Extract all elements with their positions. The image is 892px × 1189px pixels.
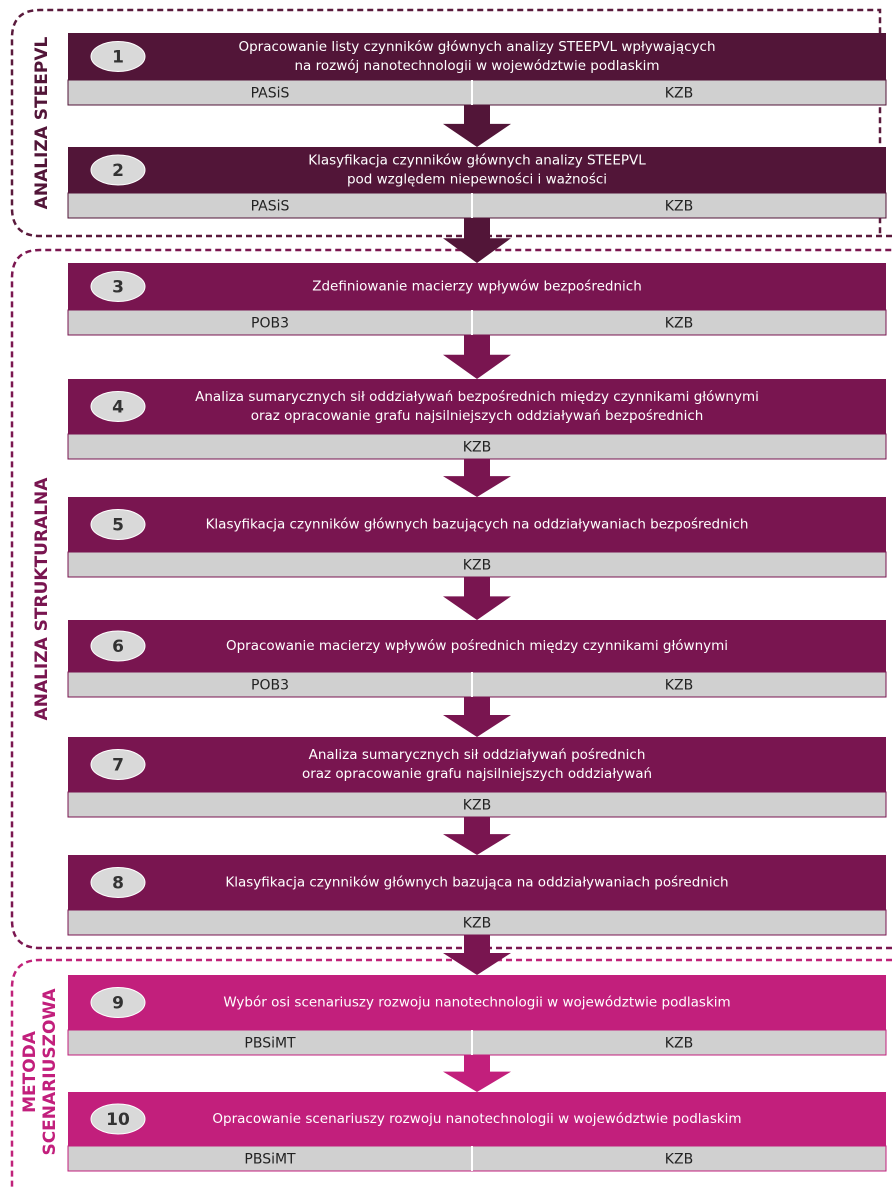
step: 7 Analiza sumarycznych sił oddziaływań po… <box>67 737 887 818</box>
step-text: Wybór osi scenariuszy rozwoju nanotechno… <box>223 995 730 1011</box>
step-number: 6 <box>112 637 124 657</box>
section-frame <box>10 8 892 238</box>
section-label: METODA <box>20 1030 40 1113</box>
step-number: 8 <box>112 874 124 894</box>
party: PBSiMT <box>244 1152 296 1168</box>
party: KZB <box>665 199 693 215</box>
step-badge <box>90 271 146 302</box>
party-row <box>67 192 887 219</box>
party: KZB <box>463 558 491 574</box>
party-row <box>67 551 887 578</box>
step-badge <box>90 41 146 72</box>
step-header <box>68 620 886 672</box>
step-badge <box>90 391 146 422</box>
step-number: 3 <box>112 278 124 298</box>
step-text: pod względem niepewności i ważności <box>347 172 607 188</box>
step-header <box>68 855 886 910</box>
party: KZB <box>665 1036 693 1052</box>
party: POB3 <box>251 678 289 694</box>
step-text: Klasyfikacja czynników głównych bazująca… <box>225 875 728 891</box>
party: KZB <box>665 316 693 332</box>
step-number: 2 <box>112 161 124 181</box>
step-header <box>68 737 886 792</box>
party-row <box>67 791 887 818</box>
step: 3 Zdefiniowanie macierzy wpływów bezpośre… <box>67 263 887 336</box>
party-row <box>67 1029 887 1056</box>
step-header <box>68 379 886 434</box>
party: PBSiMT <box>244 1036 296 1052</box>
arrow <box>443 817 511 855</box>
step: 4 Analiza sumarycznych sił oddziaływań be… <box>67 379 887 460</box>
party: KZB <box>665 678 693 694</box>
step: 10 Opracowanie scenariuszy rozwoju nanote… <box>67 1092 887 1172</box>
step: 2 Klasyfikacja czynników głównych analizy… <box>67 147 887 219</box>
step-header <box>68 33 886 80</box>
party: PASiS <box>251 86 290 102</box>
step: 9 Wybór osi scenariuszy rozwoju nanotechn… <box>67 975 887 1056</box>
party: PASiS <box>251 199 290 215</box>
section-label: SCENARIUSZOWA <box>40 988 60 1156</box>
section-frame <box>10 958 892 1189</box>
step-header <box>68 497 886 552</box>
party: KZB <box>665 1152 693 1168</box>
arrow <box>443 218 511 263</box>
step-text: Opracowanie listy czynników głównych ana… <box>238 39 715 55</box>
step-text: oraz opracowanie grafu najsilniejszych o… <box>251 408 704 424</box>
step: 6 Opracowanie macierzy wpływów pośrednich… <box>67 620 887 698</box>
step-number: 10 <box>106 1110 130 1130</box>
step: 8 Klasyfikacja czynników głównych bazując… <box>67 855 887 936</box>
step-badge <box>90 630 146 662</box>
party-row <box>67 909 887 936</box>
party: POB3 <box>251 316 289 332</box>
step-badge <box>90 1103 146 1135</box>
arrow <box>443 459 511 497</box>
section-frame <box>10 248 892 950</box>
section-frames <box>10 8 892 1189</box>
step-text: Opracowanie scenariuszy rozwoju nanotech… <box>212 1111 741 1127</box>
step-header <box>68 147 886 193</box>
step-text: Analiza sumarycznych sił oddziaływań bez… <box>195 389 759 405</box>
step-text: Opracowanie macierzy wpływów pośrednich … <box>226 638 728 654</box>
arrow <box>443 935 511 975</box>
step-number: 4 <box>112 398 124 418</box>
arrow <box>443 335 511 379</box>
step-number: 9 <box>112 994 124 1014</box>
party-row <box>67 433 887 460</box>
step-header <box>68 263 886 310</box>
arrow <box>443 105 511 147</box>
step-number: 7 <box>112 756 124 776</box>
step-text: Analiza sumarycznych sił oddziaływań poś… <box>309 747 646 763</box>
step-number: 5 <box>112 516 124 536</box>
step-text: na rozwój nanotechnologii w województwie… <box>295 58 660 74</box>
arrow <box>443 697 511 737</box>
step-text: oraz opracowanie grafu najsilniejszych o… <box>302 766 652 782</box>
step-header <box>68 975 886 1030</box>
party: KZB <box>463 440 491 456</box>
arrow <box>443 1055 511 1092</box>
step-text: Klasyfikacja czynników głównych analizy … <box>308 153 646 169</box>
section-label: ANALIZA STRUKTURALNA <box>32 477 52 721</box>
party: KZB <box>463 916 491 932</box>
step-number: 1 <box>112 48 124 68</box>
party-row <box>67 671 887 698</box>
step-text: Zdefiniowanie macierzy wpływów bezpośred… <box>312 279 642 295</box>
party-row <box>67 309 887 336</box>
step-badge <box>90 749 146 780</box>
party: KZB <box>463 798 491 814</box>
step-badge <box>90 987 146 1018</box>
party-row <box>67 79 887 106</box>
step: 5 Klasyfikacja czynników głównych bazując… <box>67 497 887 578</box>
step-badge <box>90 154 146 186</box>
party: KZB <box>665 86 693 102</box>
step-badge <box>90 867 146 898</box>
step-header <box>68 1092 886 1146</box>
step: 1 Opracowanie listy czynników głównych an… <box>67 33 887 106</box>
arrow <box>443 577 511 620</box>
step-badge <box>90 509 146 540</box>
party-row <box>67 1145 887 1172</box>
step-text: Klasyfikacja czynników głównych bazujący… <box>206 517 749 533</box>
section-label: ANALIZA STEEPVL <box>32 37 52 210</box>
